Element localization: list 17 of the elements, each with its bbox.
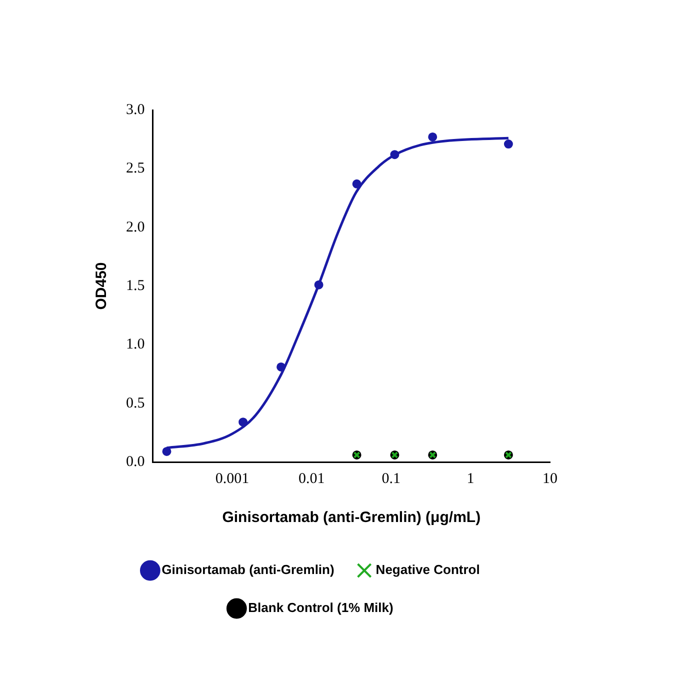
- y-axis-title: OD450: [93, 262, 110, 310]
- x-tick-label: 0.001: [215, 470, 250, 487]
- y-tick-label: 3.0: [126, 102, 145, 118]
- y-tick-label: 0.0: [126, 454, 145, 470]
- y-tick-label: 1.5: [126, 278, 145, 294]
- y-tick-label: 1.0: [126, 336, 145, 353]
- legend-label: Blank Control (1% Milk): [248, 600, 394, 616]
- x-tick-label: 0.01: [298, 470, 325, 487]
- y-tick-label: 2.5: [126, 160, 145, 177]
- x-axis-title: Ginisortamab (anti-Gremlin) (μg/mL): [222, 509, 481, 526]
- y-tick-label: 0.5: [126, 395, 145, 412]
- x-tick-label: 0.1: [382, 470, 400, 487]
- legend-label: Negative Control: [376, 562, 480, 578]
- x-tick-label: 10: [542, 470, 558, 487]
- x-tick-label: 1: [466, 470, 474, 487]
- y-tick-label: 2.0: [126, 219, 145, 236]
- legend-label: Ginisortamab (anti-Gremlin): [162, 562, 334, 578]
